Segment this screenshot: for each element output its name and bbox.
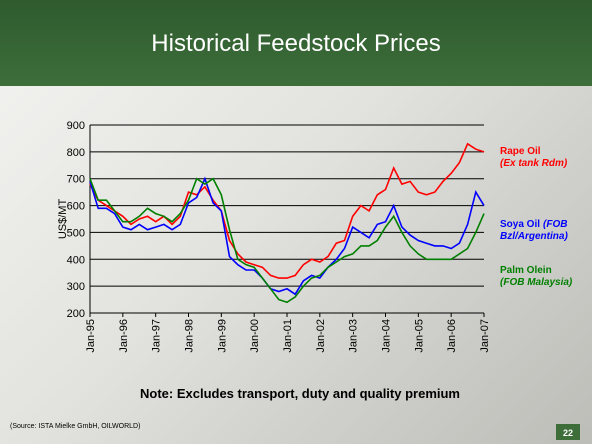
x-tick-label: Jan-96 xyxy=(118,319,130,353)
y-tick-label: 400 xyxy=(67,254,85,266)
x-tick-label: Jan-01 xyxy=(282,319,294,353)
source: (Source: ISTA Mielke GmbH, OILWORLD) xyxy=(10,423,140,430)
series-line xyxy=(89,177,485,304)
x-tick-label: Jan-06 xyxy=(446,319,458,353)
x-tick-label: Jan-98 xyxy=(184,319,196,353)
y-tick-label: 900 xyxy=(67,120,85,132)
legend-name: Palm Olein xyxy=(500,265,552,276)
legend-name: Rape Oil xyxy=(500,146,541,157)
x-tick-label: Jan-07 xyxy=(479,319,491,353)
series-line xyxy=(89,176,485,296)
note: Note: Excludes transport, duty and quali… xyxy=(140,386,460,401)
y-tick-label: 700 xyxy=(67,174,85,186)
legend-note: Bzl/Argentina) xyxy=(500,231,568,242)
legend-note: (FOB xyxy=(543,219,567,230)
page-badge xyxy=(556,424,580,440)
slide-title: Historical Feedstock Prices xyxy=(151,30,441,57)
title-bar xyxy=(0,0,592,86)
legend-note: (Ex tank Rdm) xyxy=(500,158,568,169)
series-line xyxy=(89,142,485,279)
x-tick-label: Jan-02 xyxy=(315,319,327,353)
page-number: 22 xyxy=(563,428,573,438)
y-tick-label: 300 xyxy=(67,281,85,293)
legend-note: (FOB Malaysia) xyxy=(500,277,573,288)
x-tick-label: Jan-00 xyxy=(249,319,261,353)
y-tick-label: 500 xyxy=(67,227,85,239)
x-tick-label: Jan-95 xyxy=(85,319,97,353)
x-tick-label: Jan-97 xyxy=(151,319,163,353)
x-tick-label: Jan-04 xyxy=(381,319,393,353)
x-tick-label: Jan-05 xyxy=(413,319,425,353)
x-tick-label: Jan-99 xyxy=(216,319,228,353)
legend-name: Soya Oil xyxy=(500,219,540,230)
y-tick-label: 600 xyxy=(67,201,85,213)
y-tick-label: 800 xyxy=(67,147,85,159)
y-tick-label: 200 xyxy=(67,308,85,320)
y-axis-label: US$/MT xyxy=(57,199,69,240)
x-tick-label: Jan-03 xyxy=(348,319,360,353)
